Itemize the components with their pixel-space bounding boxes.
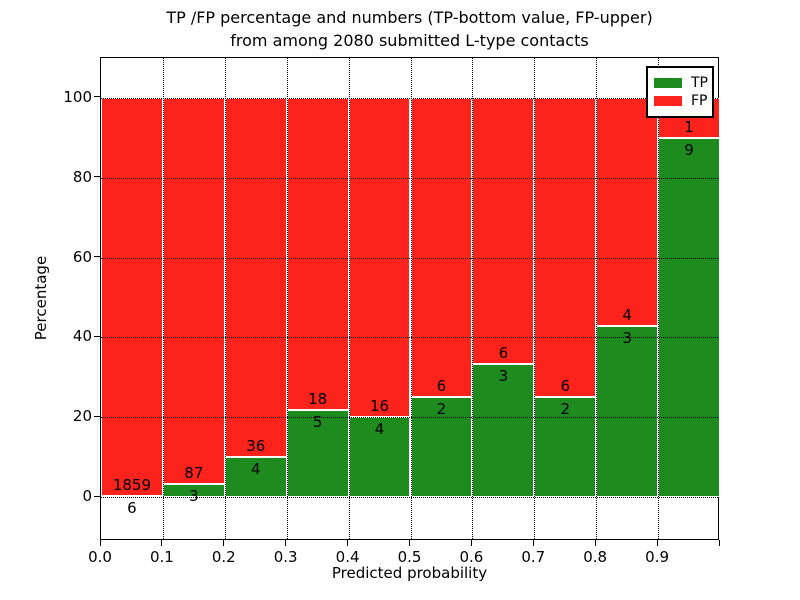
gridline-horizontal bbox=[101, 177, 718, 179]
chart-title-line2: from among 2080 submitted L-type contact… bbox=[230, 31, 589, 50]
bar-segment-tp bbox=[286, 410, 349, 498]
x-tick-label: 0.7 bbox=[521, 548, 546, 566]
x-tick bbox=[409, 540, 410, 546]
bar-count-label-tp: 2 bbox=[560, 400, 571, 419]
x-tick-label: 0.1 bbox=[149, 548, 174, 566]
y-axis-label: Percentage bbox=[32, 255, 50, 341]
bar-count-label-fp: 6 bbox=[436, 377, 447, 396]
x-tick-label: 0.4 bbox=[335, 548, 360, 566]
bar-count-label-tp: 6 bbox=[127, 498, 137, 517]
x-tick-label: 0.0 bbox=[88, 548, 112, 566]
legend-swatch-fp-icon bbox=[654, 96, 682, 106]
y-tick-label: 100 bbox=[63, 87, 92, 106]
x-tick bbox=[532, 540, 534, 546]
bar-count-label-fp: 6 bbox=[498, 344, 509, 363]
y-tick bbox=[94, 96, 100, 98]
legend-item-tp: TP bbox=[654, 75, 708, 91]
x-tick-label: 0.3 bbox=[273, 548, 298, 566]
gridline-vertical bbox=[162, 58, 164, 539]
legend-label-fp: FP bbox=[691, 93, 708, 109]
y-tick-label: 0 bbox=[82, 487, 92, 506]
gridline-vertical bbox=[410, 58, 412, 539]
legend: TP FP bbox=[646, 66, 714, 118]
bar-segment-fp bbox=[162, 97, 225, 484]
bar-count-label-fp: 36 bbox=[246, 437, 266, 456]
bar-count-label-fp: 16 bbox=[369, 397, 390, 416]
x-tick bbox=[223, 540, 225, 546]
bar-segment-fp bbox=[472, 97, 535, 365]
bar-count-label-tp: 3 bbox=[189, 486, 199, 505]
x-tick bbox=[594, 540, 596, 546]
gridline-vertical bbox=[224, 58, 226, 539]
gridline-horizontal bbox=[101, 97, 718, 99]
bar-count-label-fp: 4 bbox=[622, 306, 632, 324]
y-tick bbox=[94, 415, 100, 417]
legend-item-fp: FP bbox=[654, 93, 708, 109]
bar-count-label-tp: 5 bbox=[312, 413, 323, 432]
gridline-vertical bbox=[596, 58, 598, 539]
bar-count-label-fp: 1859 bbox=[112, 475, 152, 494]
bar-segment-fp bbox=[596, 97, 659, 326]
x-tick-label: 0.9 bbox=[645, 548, 670, 566]
bar-segment-tp bbox=[596, 326, 659, 498]
bar-segment-fp bbox=[224, 97, 287, 458]
bar-count-label-tp: 2 bbox=[436, 400, 447, 419]
y-tick bbox=[94, 495, 100, 497]
gridline-vertical bbox=[658, 58, 660, 539]
bar-segment-fp bbox=[410, 97, 473, 398]
gridline-vertical bbox=[286, 58, 288, 539]
chart-title: TP /FP percentage and numbers (TP-bottom… bbox=[100, 6, 719, 52]
y-tick bbox=[94, 335, 100, 337]
bar-count-label-fp: 87 bbox=[184, 463, 204, 482]
gridline-horizontal bbox=[101, 417, 718, 419]
x-tick-label: 0.2 bbox=[211, 548, 236, 566]
bar-count-label-tp: 4 bbox=[374, 420, 385, 439]
gridline-vertical bbox=[472, 58, 474, 539]
x-tick bbox=[285, 540, 287, 546]
bar-count-label-fp: 1 bbox=[684, 117, 694, 136]
x-tick bbox=[161, 540, 163, 546]
bar-segment-tp bbox=[224, 457, 287, 498]
legend-label-tp: TP bbox=[691, 75, 708, 91]
legend-swatch-tp-icon bbox=[654, 78, 682, 88]
bar-count-label-tp: 3 bbox=[498, 367, 509, 386]
bar-count-label-fp: 18 bbox=[308, 390, 328, 409]
x-tick bbox=[470, 540, 472, 546]
gridline-vertical bbox=[534, 58, 536, 539]
y-tick-label: 80 bbox=[72, 167, 92, 186]
y-tick bbox=[94, 176, 100, 178]
x-tick bbox=[99, 540, 101, 546]
bar-count-label-tp: 4 bbox=[250, 460, 261, 479]
x-tick bbox=[718, 540, 720, 546]
bar-count-label-fp: 6 bbox=[560, 377, 571, 396]
x-tick-label: 0.8 bbox=[583, 548, 608, 566]
y-tick-label: 20 bbox=[72, 407, 92, 426]
bar-count-label-tp: 3 bbox=[622, 329, 632, 347]
chart-title-line1: TP /FP percentage and numbers (TP-bottom… bbox=[166, 8, 653, 27]
gridline-vertical bbox=[348, 58, 350, 539]
bar-segment-tp bbox=[658, 137, 720, 498]
x-axis-label: Predicted probability bbox=[331, 564, 488, 582]
x-tick bbox=[656, 540, 658, 546]
plot-area: 1859 6 87 3 36 4 18 5 16 4 6 2 6 3 6 2 4 3 1 9 bbox=[100, 57, 720, 540]
bar-count-label-tp: 9 bbox=[684, 140, 694, 159]
bar-segment-fp bbox=[286, 97, 349, 411]
gridline-horizontal bbox=[101, 497, 718, 499]
y-tick-label: 40 bbox=[72, 327, 92, 346]
y-tick-label: 60 bbox=[72, 247, 92, 266]
bar-segment-fp bbox=[534, 97, 597, 398]
bar-segment-fp bbox=[101, 97, 163, 496]
x-tick-label: 0.6 bbox=[459, 548, 484, 566]
gridline-horizontal bbox=[101, 337, 718, 339]
y-tick bbox=[94, 256, 100, 258]
gridline-horizontal bbox=[101, 257, 718, 259]
x-tick bbox=[347, 540, 349, 546]
x-tick-label: 0.5 bbox=[397, 548, 422, 566]
